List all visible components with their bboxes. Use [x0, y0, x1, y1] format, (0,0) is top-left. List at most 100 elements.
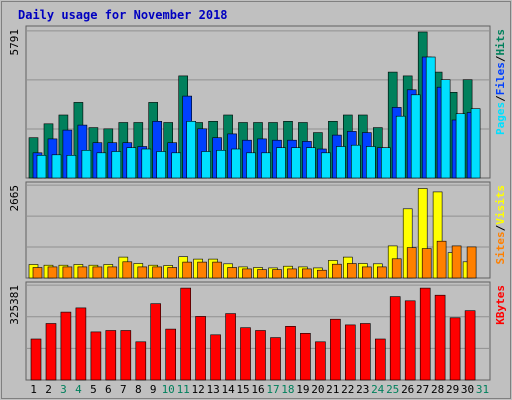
day-label-6: 6	[105, 383, 112, 396]
day-label-22: 22	[341, 383, 354, 396]
bar-pages-day-23	[365, 146, 376, 179]
bar-sites-day-24	[376, 266, 387, 279]
bar-sites-day-9	[152, 266, 162, 279]
bar-sites-day-1	[32, 267, 43, 279]
day-label-17: 17	[266, 383, 279, 396]
day-label-14: 14	[221, 383, 235, 396]
legend-entry: /	[494, 95, 507, 102]
bar-kbytes-day-2	[45, 323, 57, 381]
bar-kbytes-day-11	[180, 287, 191, 381]
bar-kbytes-day-15	[240, 327, 251, 381]
bar-pages-day-16	[261, 152, 271, 179]
bar-kbytes-day-25	[389, 296, 401, 381]
legend-entry: Files	[494, 62, 507, 95]
bar-sites-day-28	[436, 240, 447, 279]
bar-kbytes-day-9	[150, 303, 161, 381]
bar-sites-day-25	[391, 258, 402, 279]
bar-kbytes-day-4	[75, 307, 87, 381]
bar-kbytes-day-30	[464, 310, 476, 381]
day-label-20: 20	[311, 383, 324, 396]
day-label-5: 5	[90, 383, 97, 396]
bar-kbytes-day-19	[300, 332, 311, 381]
bar-sites-day-26	[406, 247, 417, 279]
legend-entry: /	[494, 55, 507, 62]
day-label-27: 27	[416, 383, 429, 396]
legend: KBytes	[494, 285, 507, 325]
panel-kbytes: 325381 KBytes	[8, 281, 507, 381]
day-label-1: 1	[30, 383, 37, 396]
day-label-9: 9	[150, 383, 157, 396]
bar-kbytes-day-12	[195, 316, 206, 381]
day-label-3: 3	[60, 383, 67, 396]
bar-sites-day-11	[182, 261, 192, 279]
day-label-12: 12	[191, 383, 204, 396]
day-label-18: 18	[281, 383, 294, 396]
bar-pages-day-20	[321, 152, 331, 179]
bar-sites-day-20	[317, 269, 327, 279]
bar-pages-day-9	[156, 151, 166, 179]
bar-kbytes-day-21	[330, 318, 341, 381]
bar-kbytes-day-17	[270, 337, 281, 381]
bar-kbytes-day-14	[225, 313, 236, 381]
bar-pages-day-8	[141, 148, 152, 179]
bar-kbytes-day-5	[90, 331, 102, 381]
legend-entry: /	[494, 224, 507, 231]
bar-kbytes-day-8	[135, 341, 147, 381]
bar-pages-day-27	[425, 56, 436, 179]
legend-entry: Sites	[494, 231, 507, 264]
bar-sites-day-19	[302, 268, 312, 279]
bar-kbytes-day-28	[434, 294, 446, 381]
day-label-29: 29	[446, 383, 459, 396]
bar-sites-day-3	[62, 266, 73, 279]
bar-sites-day-23	[361, 266, 372, 279]
bar-kbytes-day-22	[344, 324, 356, 381]
bar-pages-day-15	[246, 152, 256, 179]
max-value-label: 2665	[8, 185, 21, 212]
day-label-21: 21	[326, 383, 339, 396]
bar-sites-day-22	[346, 263, 357, 279]
day-label-16: 16	[251, 383, 264, 396]
bar-sites-day-30	[466, 246, 477, 279]
bar-sites-day-21	[332, 263, 342, 279]
day-label-7: 7	[120, 383, 127, 396]
bar-pages-day-14	[231, 148, 241, 179]
bar-pages-day-17	[276, 147, 286, 179]
day-label-10: 10	[162, 383, 175, 396]
bar-kbytes-day-10	[165, 328, 176, 381]
bar-kbytes-day-20	[315, 341, 326, 381]
bar-pages-day-13	[216, 150, 226, 179]
bar-pages-day-19	[306, 147, 316, 179]
bar-pages-day-4	[81, 150, 92, 179]
day-label-15: 15	[236, 383, 249, 396]
day-label-8: 8	[135, 383, 142, 396]
day-label-19: 19	[296, 383, 309, 396]
legend-entry: Pages	[494, 102, 507, 135]
legend-entry: Hits	[494, 29, 507, 56]
day-label-11: 11	[177, 383, 190, 396]
bar-kbytes-day-18	[285, 325, 296, 381]
bar-sites-day-15	[242, 268, 252, 279]
bar-sites-day-16	[257, 269, 267, 279]
bar-kbytes-day-7	[120, 330, 132, 381]
bar-kbytes-day-29	[449, 317, 461, 381]
day-label-23: 23	[356, 383, 369, 396]
bar-pages-day-2	[51, 154, 62, 179]
legend-entry: KBytes	[494, 285, 507, 325]
day-label-26: 26	[401, 383, 414, 396]
bar-sites-day-10	[167, 267, 177, 279]
bar-kbytes-day-6	[105, 330, 117, 381]
day-label-31: 31	[476, 383, 489, 396]
legend: Pages/Files/Hits	[494, 29, 507, 135]
day-label-24: 24	[371, 383, 385, 396]
bar-pages-day-30	[470, 108, 481, 179]
bar-pages-day-11	[186, 121, 196, 179]
bar-pages-day-25	[395, 115, 406, 179]
bar-kbytes-day-23	[359, 323, 371, 381]
bar-kbytes-day-3	[60, 311, 72, 381]
bar-sites-day-8	[137, 266, 148, 279]
bar-kbytes-day-16	[255, 330, 266, 381]
bar-pages-day-26	[410, 94, 421, 179]
day-label-13: 13	[206, 383, 219, 396]
